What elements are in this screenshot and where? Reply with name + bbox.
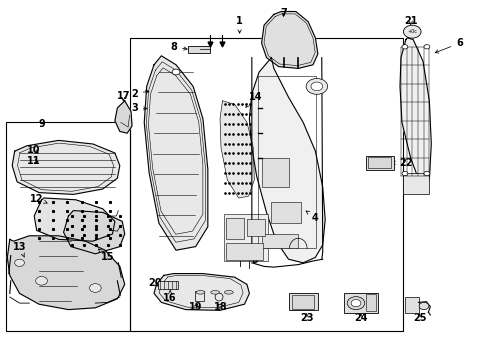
Ellipse shape — [215, 293, 223, 301]
Bar — [224, 214, 267, 261]
Text: 18: 18 — [214, 302, 227, 312]
Polygon shape — [115, 101, 132, 133]
Ellipse shape — [210, 291, 219, 294]
Text: 15: 15 — [98, 249, 114, 262]
Text: 20: 20 — [147, 278, 161, 288]
Bar — [188, 46, 210, 53]
Polygon shape — [7, 236, 124, 310]
Text: 8: 8 — [170, 42, 187, 52]
Text: 6: 6 — [434, 38, 462, 53]
Text: 9: 9 — [38, 119, 45, 129]
Text: 10: 10 — [26, 145, 40, 156]
Circle shape — [403, 25, 420, 38]
Polygon shape — [154, 274, 249, 310]
Text: 7: 7 — [280, 8, 286, 18]
Text: 17: 17 — [116, 91, 130, 102]
Bar — [291, 295, 314, 309]
Bar — [365, 156, 393, 170]
Ellipse shape — [224, 291, 233, 294]
Circle shape — [172, 69, 180, 75]
Polygon shape — [220, 101, 254, 198]
Bar — [289, 293, 317, 310]
Text: 4: 4 — [305, 211, 318, 223]
Bar — [261, 158, 288, 187]
Circle shape — [89, 284, 101, 292]
Text: 19: 19 — [188, 302, 202, 312]
Text: 23: 23 — [299, 312, 313, 323]
Bar — [403, 173, 428, 194]
Bar — [404, 297, 418, 313]
Circle shape — [310, 82, 322, 91]
Bar — [261, 234, 298, 248]
Bar — [225, 243, 263, 260]
Bar — [194, 291, 204, 301]
Bar — [367, 157, 390, 168]
Circle shape — [401, 45, 407, 49]
Bar — [343, 293, 377, 313]
Text: 3: 3 — [131, 103, 147, 113]
Bar — [6, 122, 129, 331]
Text: 11: 11 — [26, 156, 40, 166]
Circle shape — [305, 78, 327, 94]
Text: 22: 22 — [391, 158, 412, 168]
Circle shape — [36, 276, 47, 285]
Polygon shape — [63, 211, 124, 254]
Bar — [158, 281, 178, 289]
Text: 1: 1 — [236, 16, 243, 33]
Circle shape — [423, 171, 429, 176]
Text: 25: 25 — [412, 312, 426, 323]
Text: 2: 2 — [131, 89, 149, 99]
Polygon shape — [261, 12, 317, 68]
Ellipse shape — [196, 291, 204, 294]
Bar — [246, 219, 264, 236]
Text: 14: 14 — [245, 92, 262, 107]
Bar — [365, 294, 375, 311]
Polygon shape — [12, 140, 120, 194]
Text: +0c: +0c — [407, 29, 416, 34]
Circle shape — [15, 259, 24, 266]
Bar — [129, 38, 403, 331]
Text: 24: 24 — [353, 312, 367, 323]
Polygon shape — [249, 58, 325, 263]
Text: 16: 16 — [163, 290, 177, 303]
Circle shape — [346, 297, 364, 310]
Polygon shape — [144, 56, 207, 250]
Polygon shape — [34, 198, 115, 241]
Text: 21: 21 — [403, 16, 417, 26]
Circle shape — [401, 171, 407, 176]
Bar — [258, 76, 315, 248]
Bar — [225, 218, 244, 239]
Circle shape — [418, 302, 428, 310]
Bar — [271, 202, 300, 223]
Circle shape — [350, 300, 360, 307]
Text: 12: 12 — [30, 194, 47, 204]
Polygon shape — [399, 38, 430, 191]
Text: 13: 13 — [13, 242, 26, 257]
Text: 5: 5 — [250, 249, 258, 265]
Circle shape — [423, 45, 429, 49]
